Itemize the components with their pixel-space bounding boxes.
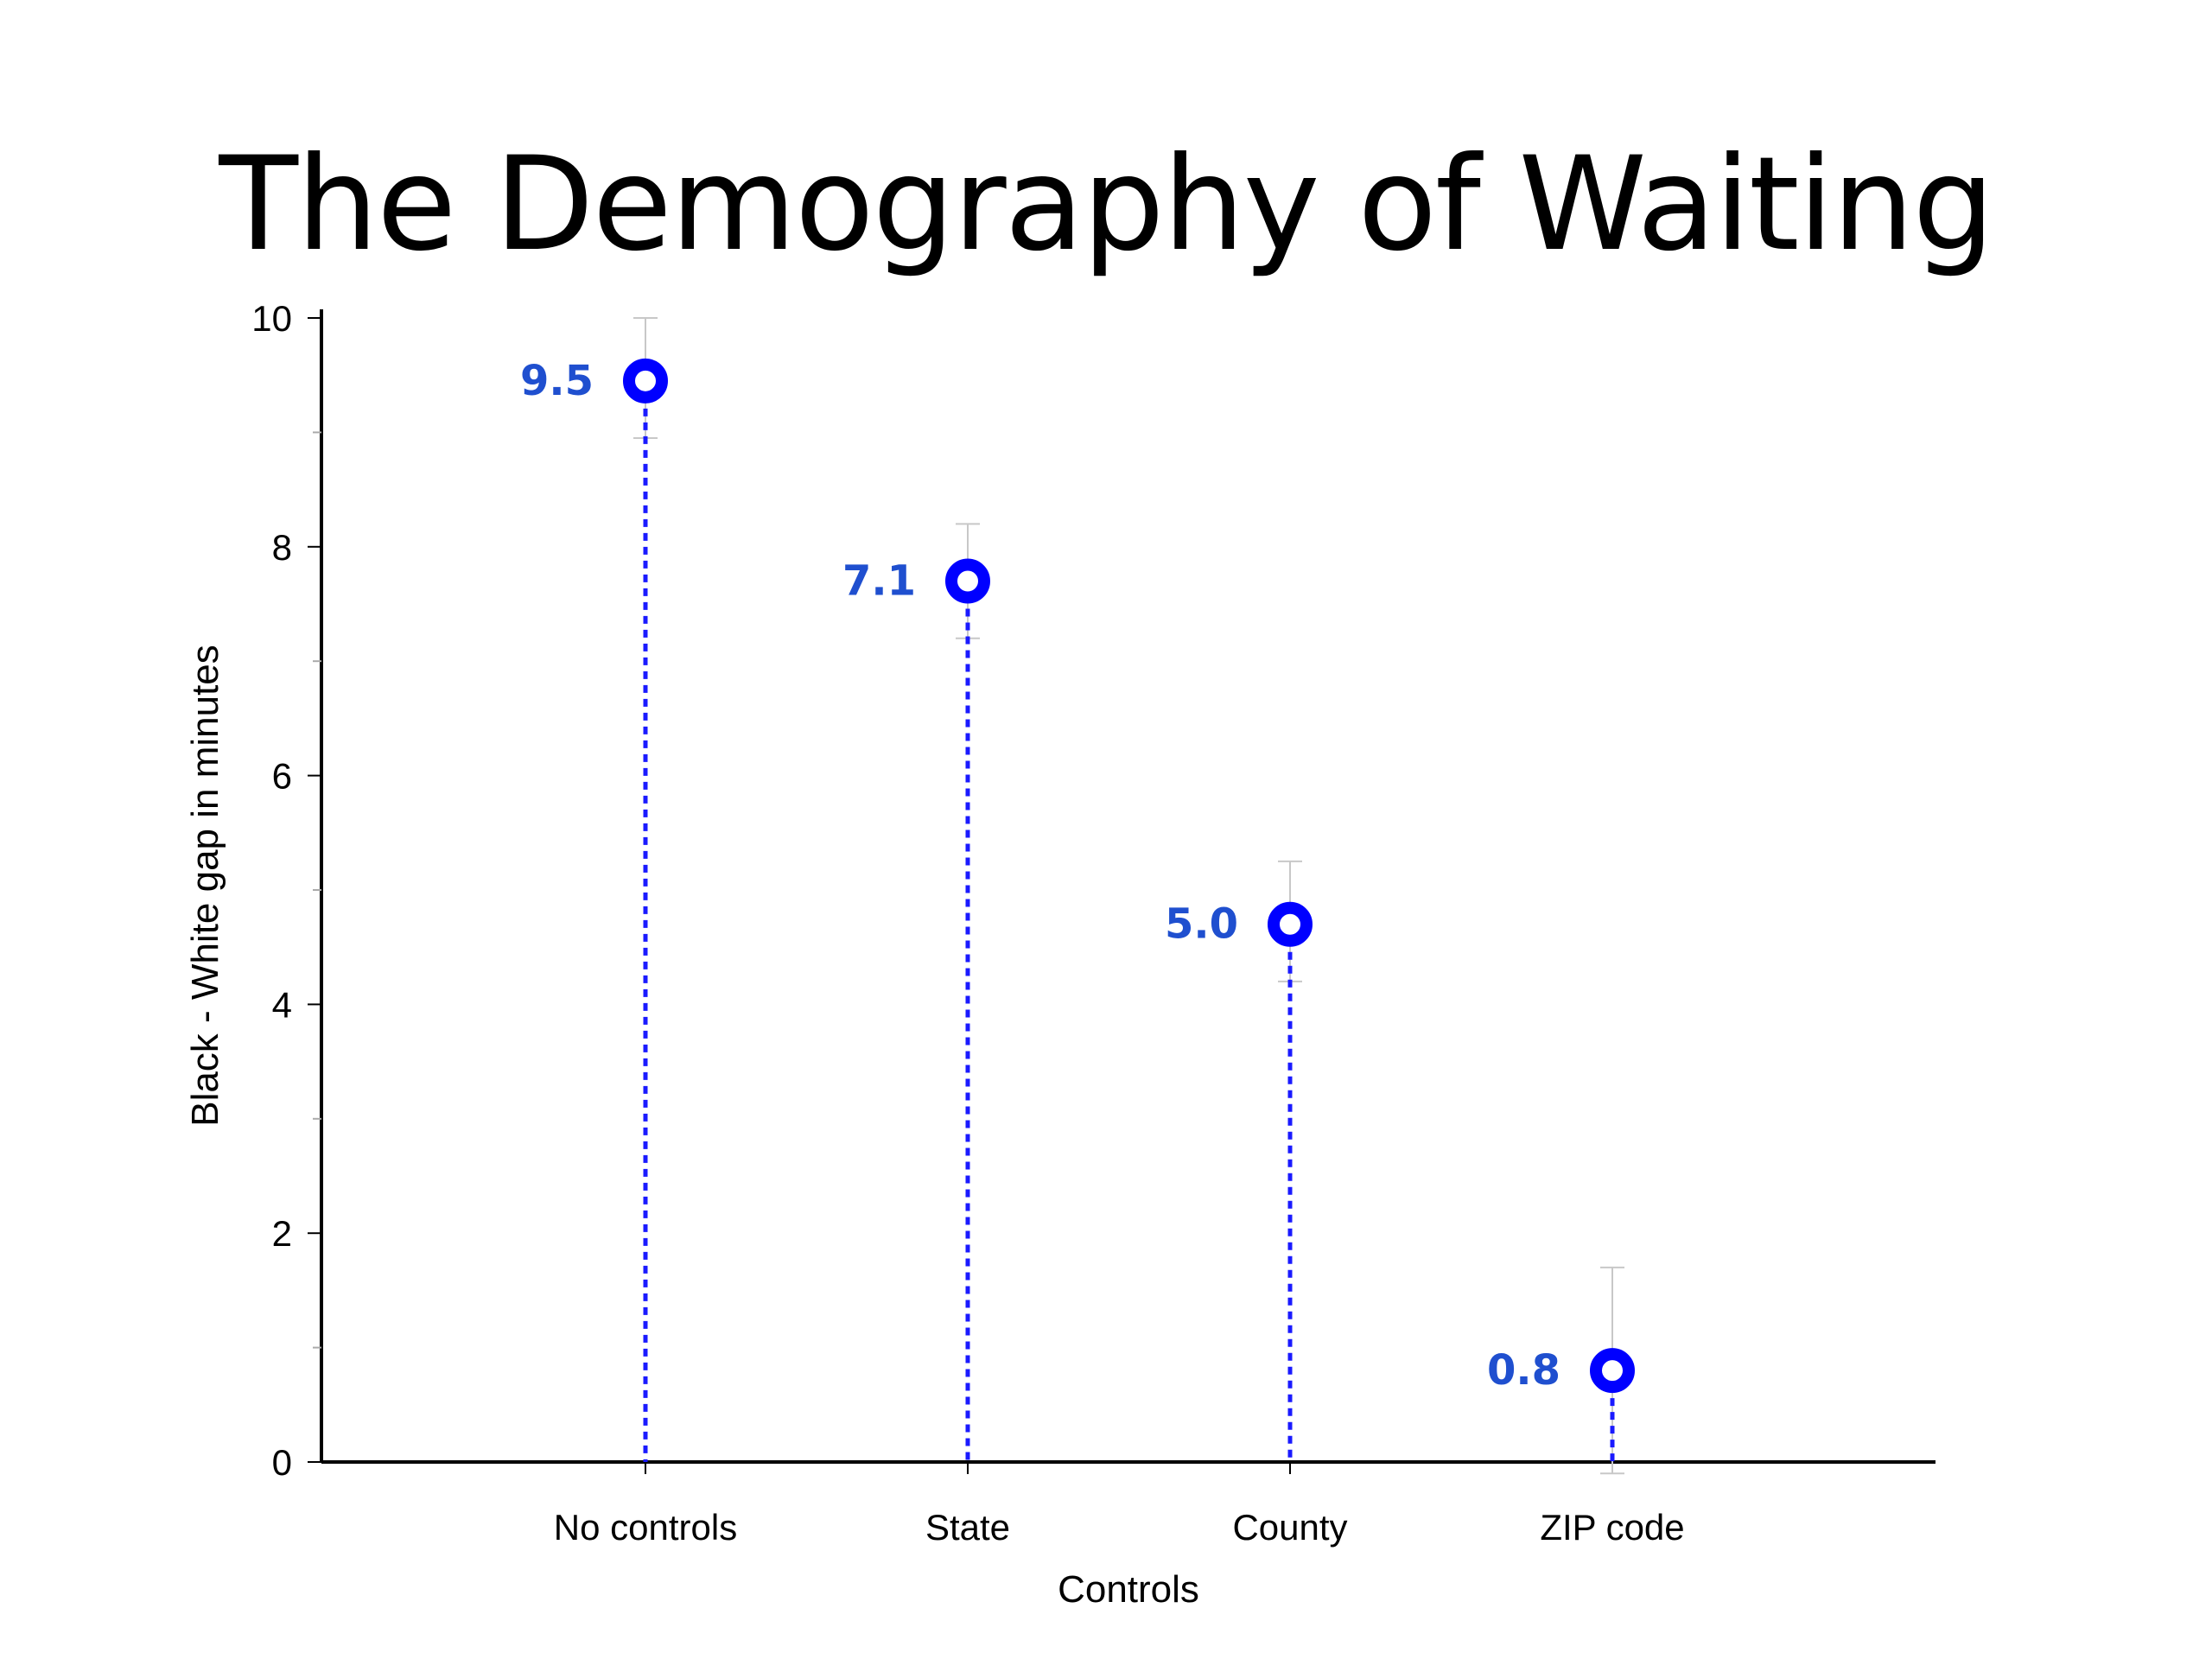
y-tick-label: 10	[251, 298, 292, 339]
data-point	[623, 358, 668, 404]
x-tick-label: State	[925, 1507, 1010, 1548]
x-tick-label: ZIP code	[1540, 1507, 1684, 1548]
y-tick-label: 0	[272, 1442, 292, 1483]
x-ticks: No controls State County ZIP code	[554, 1462, 1685, 1548]
slide-title: The Demography of Waiting	[219, 130, 1994, 280]
data-label: 0.8	[1487, 1346, 1560, 1395]
y-axis-title: Black - White gap in minutes	[184, 645, 226, 1127]
series-points: 9.5 7.1 5.0 0.8	[520, 317, 1635, 1475]
y-tick-label: 4	[272, 984, 292, 1025]
x-axis-title: Controls	[1058, 1568, 1199, 1611]
data-label: 9.5	[520, 357, 594, 405]
x-tick-label: No controls	[554, 1507, 737, 1548]
data-point	[1268, 901, 1313, 947]
y-tick-label: 6	[272, 756, 292, 797]
data-point	[1590, 1348, 1635, 1394]
data-point	[945, 558, 990, 604]
y-ticks: 0 2 4 6 8 10	[251, 298, 321, 1483]
data-label: 5.0	[1165, 900, 1238, 949]
y-tick-label: 8	[272, 527, 292, 568]
x-tick-label: County	[1232, 1507, 1347, 1548]
y-tick-label: 2	[272, 1213, 292, 1254]
data-label: 7.1	[842, 557, 916, 606]
